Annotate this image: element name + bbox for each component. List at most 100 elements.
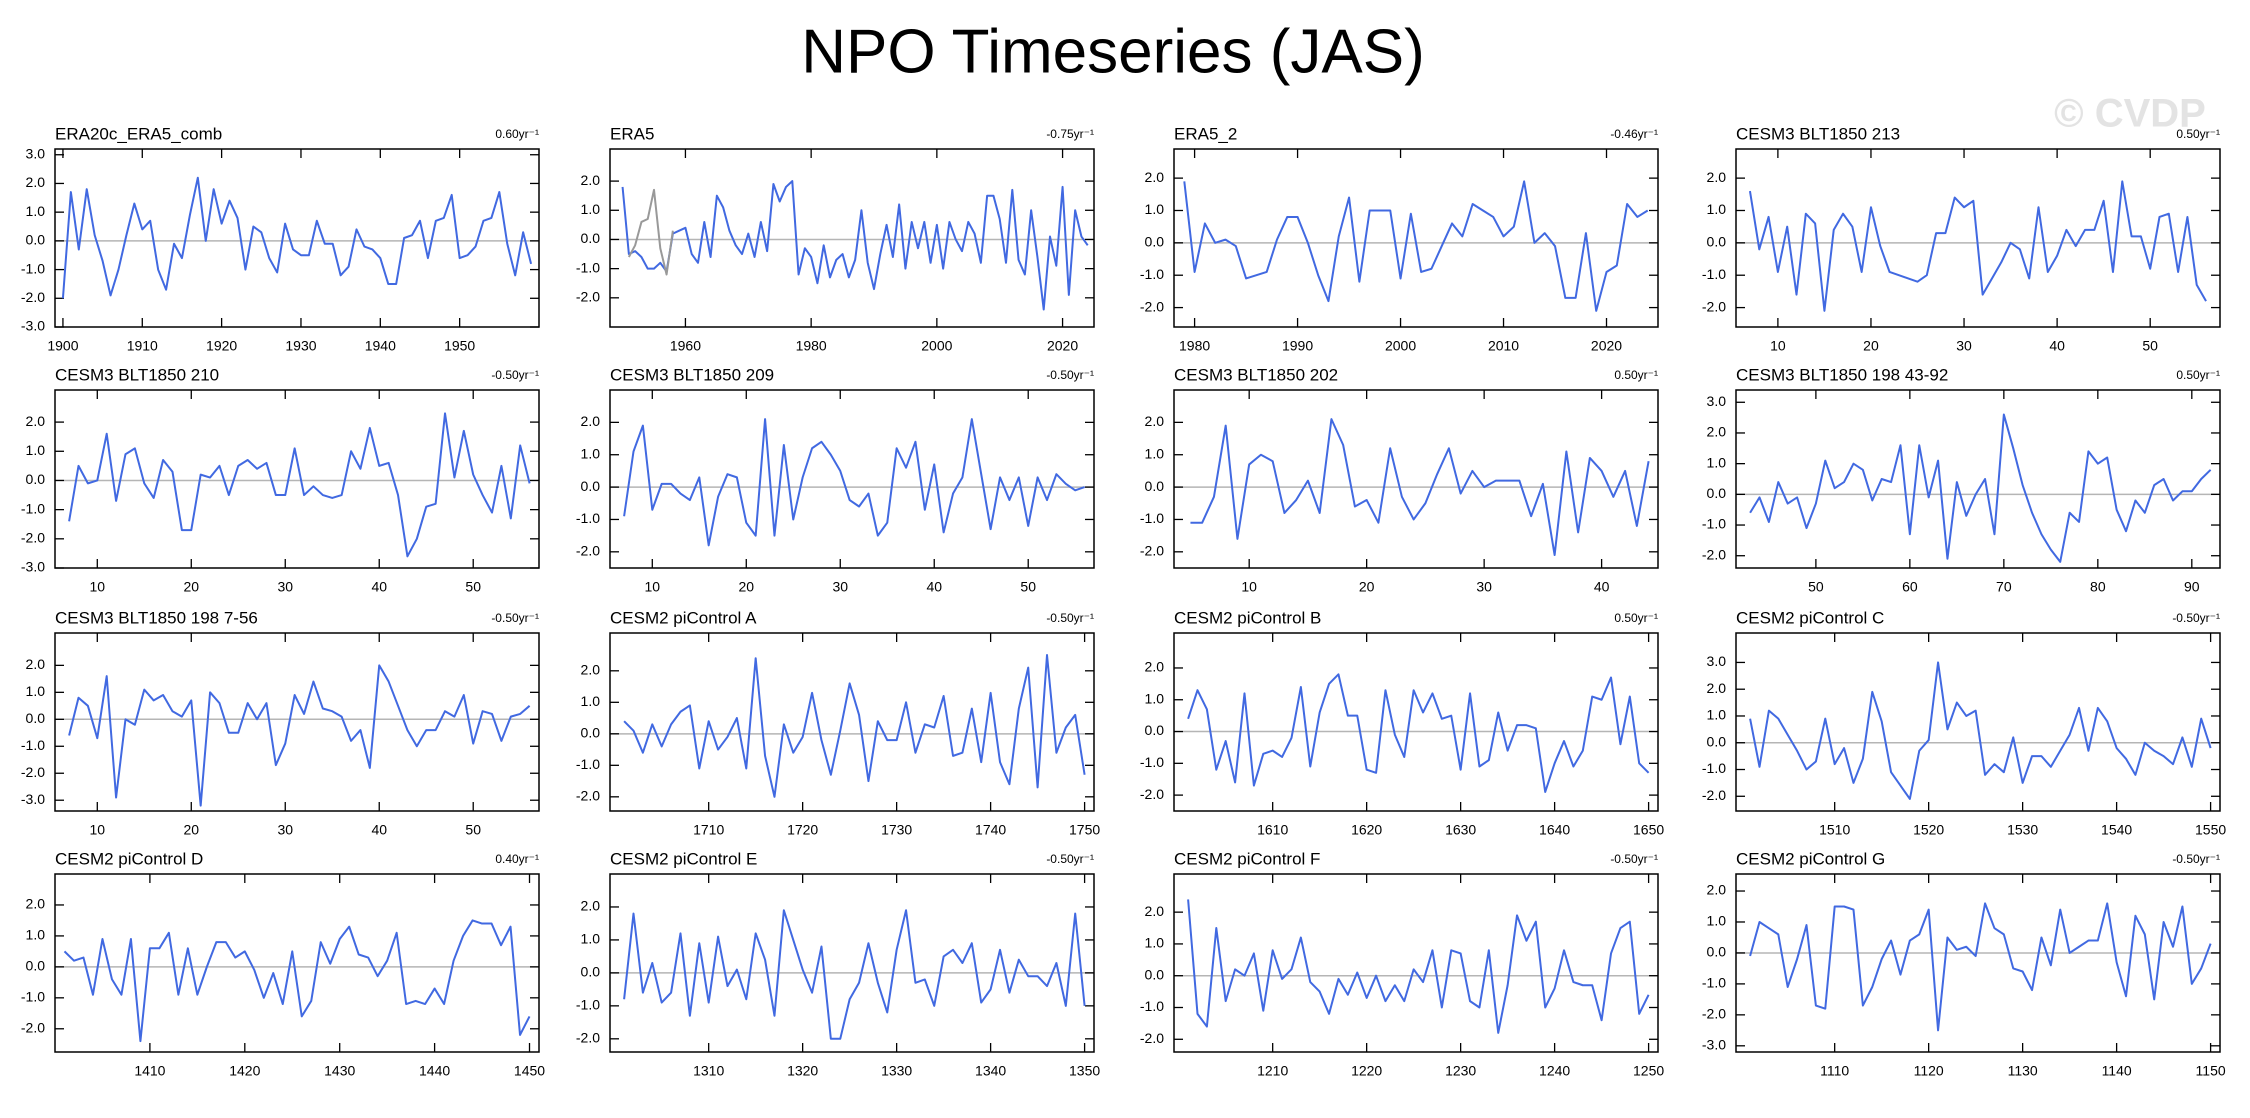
- x-tick-label: 1450: [514, 1063, 545, 1079]
- x-tick-label: 2020: [1047, 338, 1078, 354]
- x-tick-label: 1230: [1445, 1063, 1476, 1079]
- y-tick-label: 2.0: [26, 174, 46, 190]
- x-tick-label: 30: [1956, 338, 1972, 354]
- y-tick-label: 0.0: [26, 710, 46, 726]
- x-tick-label: 1130: [2008, 1063, 2038, 1079]
- y-tick-label: -1.0: [1140, 998, 1164, 1014]
- y-tick-label: -2.0: [21, 764, 45, 780]
- figure-title: NPO Timeseries (JAS): [801, 17, 1425, 86]
- y-tick-label: 1.0: [1145, 690, 1165, 706]
- panel-title: ERA20c_ERA5_comb: [55, 124, 222, 143]
- plot-frame: [1735, 632, 2221, 812]
- y-tick-label: 2.0: [1145, 413, 1165, 429]
- plot-frame: [54, 148, 540, 328]
- y-tick-label: -3.0: [21, 791, 45, 807]
- x-tick-label: 20: [1359, 579, 1375, 595]
- plot-frame: [1735, 873, 2221, 1053]
- x-tick-label: 10: [90, 579, 106, 595]
- y-tick-label: -3.0: [1702, 1037, 1726, 1053]
- y-tick-label: -1.0: [1140, 266, 1164, 282]
- panel-title: CESM2 piControl C: [1736, 608, 1884, 627]
- y-tick-label: 1.0: [1707, 201, 1727, 217]
- y-tick-label: 2.0: [581, 898, 601, 914]
- plot-frame: [1173, 873, 1659, 1053]
- y-tick-label: 2.0: [1707, 680, 1727, 696]
- x-tick-label: 2000: [1385, 338, 1416, 354]
- x-tick-label: 1730: [881, 822, 912, 838]
- y-tick-label: 2.0: [26, 896, 46, 912]
- trend-label: -0.50yr⁻¹: [2172, 611, 2220, 625]
- y-tick-label: -1.0: [21, 989, 45, 1005]
- trend-label: 0.50yr⁻¹: [1614, 368, 1658, 382]
- trend-label: 0.50yr⁻¹: [2176, 368, 2220, 382]
- trend-label: -0.50yr⁻¹: [2172, 852, 2220, 866]
- x-tick-label: 1220: [1351, 1063, 1382, 1079]
- x-tick-label: 40: [371, 822, 387, 838]
- panel-title: CESM3 BLT1850 198 7-56: [55, 608, 258, 627]
- plot-frame: [1173, 148, 1659, 328]
- trend-label: 0.60yr⁻¹: [495, 127, 539, 141]
- x-tick-label: 1510: [1819, 822, 1850, 838]
- x-tick-label: 1710: [693, 822, 724, 838]
- y-tick-label: -2.0: [21, 530, 45, 546]
- y-tick-label: -2.0: [576, 289, 600, 305]
- y-tick-label: -1.0: [576, 259, 600, 275]
- plot-frame: [54, 873, 540, 1053]
- x-tick-label: 20: [183, 579, 199, 595]
- y-tick-label: -1.0: [576, 510, 600, 526]
- x-tick-label: 1900: [47, 338, 78, 354]
- y-tick-label: 0.0: [1707, 234, 1727, 250]
- x-tick-label: 1440: [419, 1063, 450, 1079]
- y-tick-label: -1.0: [1140, 510, 1164, 526]
- plot-frame: [1735, 148, 2221, 328]
- x-tick-label: 1520: [1913, 822, 1944, 838]
- panel-title: CESM2 piControl B: [1174, 608, 1321, 627]
- panel-title: CESM3 BLT1850 198 43-92: [1736, 365, 1948, 384]
- series-line: [1187, 899, 1650, 1034]
- x-tick-label: 40: [371, 579, 387, 595]
- y-tick-label: 0.0: [26, 232, 46, 248]
- trend-label: -0.46yr⁻¹: [1610, 127, 1658, 141]
- x-tick-label: 90: [2184, 579, 2200, 595]
- y-tick-label: -1.0: [21, 737, 45, 753]
- panel-title: CESM2 piControl D: [55, 849, 203, 868]
- x-tick-label: 10: [1241, 579, 1257, 595]
- y-tick-label: 2.0: [1707, 169, 1727, 185]
- y-tick-label: -1.0: [21, 500, 45, 516]
- x-tick-label: 1720: [787, 822, 818, 838]
- y-tick-label: 2.0: [581, 172, 601, 188]
- x-tick-label: 30: [832, 579, 848, 595]
- y-tick-label: 2.0: [1145, 903, 1165, 919]
- y-tick-label: 1.0: [581, 693, 601, 709]
- x-tick-label: 1210: [1257, 1063, 1288, 1079]
- series-line: [1187, 673, 1650, 793]
- series-line: [627, 188, 674, 276]
- y-tick-label: 2.0: [1707, 424, 1727, 440]
- x-tick-label: 20: [738, 579, 754, 595]
- trend-label: -0.50yr⁻¹: [491, 368, 539, 382]
- y-tick-label: 2.0: [1145, 169, 1165, 185]
- series-line: [1749, 661, 2212, 800]
- y-tick-label: 0.0: [26, 958, 46, 974]
- x-tick-label: 2020: [1591, 338, 1622, 354]
- x-tick-label: 40: [1594, 579, 1610, 595]
- y-tick-label: 1.0: [581, 931, 601, 947]
- plot-frame: [609, 389, 1095, 569]
- panel-title: CESM3 BLT1850 210: [55, 365, 219, 384]
- x-tick-label: 1750: [1069, 822, 1100, 838]
- y-tick-label: 1.0: [26, 683, 46, 699]
- x-tick-label: 20: [183, 822, 199, 838]
- y-tick-label: -2.0: [1702, 298, 1726, 314]
- trend-label: 0.40yr⁻¹: [495, 852, 539, 866]
- plot-frame: [609, 632, 1095, 812]
- y-tick-label: 0.0: [581, 725, 601, 741]
- x-tick-label: 50: [465, 579, 481, 595]
- y-tick-label: 0.0: [1145, 234, 1165, 250]
- y-tick-label: 2.0: [1145, 659, 1165, 675]
- series-line: [63, 919, 531, 1043]
- y-tick-label: 2.0: [581, 662, 601, 678]
- panel-title: CESM2 piControl A: [610, 608, 757, 627]
- y-tick-label: 3.0: [26, 145, 46, 161]
